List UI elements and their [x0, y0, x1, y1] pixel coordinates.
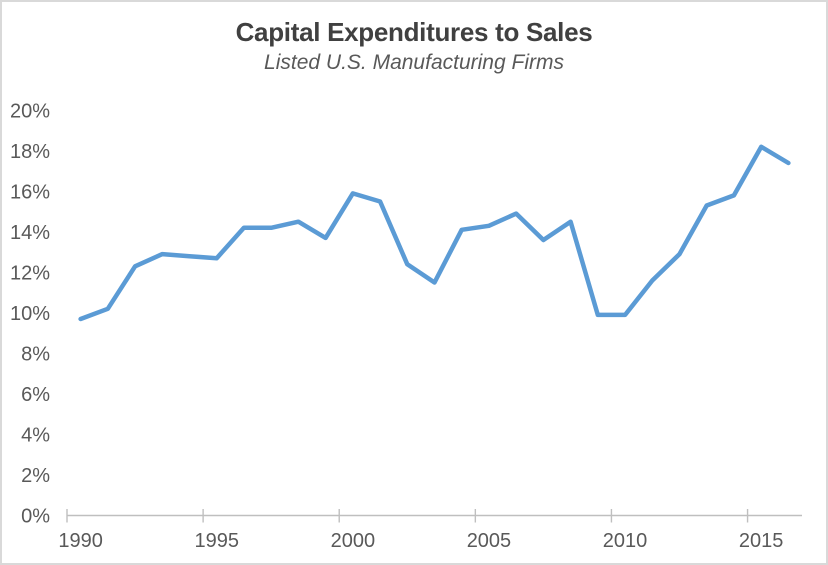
y-axis-tick-label: 10% — [10, 303, 50, 325]
y-axis-tick-label: 4% — [21, 424, 50, 446]
y-axis-tick-label: 8% — [21, 343, 50, 365]
y-axis-tick-label: 0% — [21, 506, 50, 528]
x-axis-tick-label: 1990 — [58, 530, 103, 552]
y-axis-tick-label: 2% — [21, 465, 50, 487]
y-axis-tick-label: 12% — [10, 262, 50, 284]
data-line-series — [78, 144, 791, 322]
x-axis-tick-label: 2005 — [467, 530, 512, 552]
y-axis-tick-label: 14% — [10, 222, 50, 244]
x-axis-tick-label: 1995 — [194, 530, 239, 552]
y-axis-tick-label: 16% — [10, 181, 50, 203]
y-axis-tick-label: 6% — [21, 384, 50, 406]
x-axis-tick-label: 2010 — [603, 530, 648, 552]
chart-subtitle: Listed U.S. Manufacturing Firms — [264, 50, 564, 74]
x-axis-tick-label: 2015 — [739, 530, 784, 552]
chart-title: Capital Expenditures to Sales — [235, 17, 593, 47]
x-axis-tick-label: 2000 — [331, 530, 376, 552]
chart-header: Capital Expenditures to Sales Listed U.S… — [2, 18, 826, 76]
y-axis-tick-label: 20% — [10, 100, 50, 122]
y-axis-tick-label: 18% — [10, 141, 50, 163]
